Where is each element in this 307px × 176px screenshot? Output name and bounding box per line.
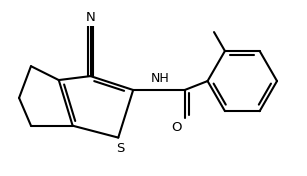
Text: O: O bbox=[171, 121, 182, 134]
Text: N: N bbox=[86, 11, 95, 24]
Text: NH: NH bbox=[150, 72, 169, 85]
Text: S: S bbox=[116, 142, 124, 155]
